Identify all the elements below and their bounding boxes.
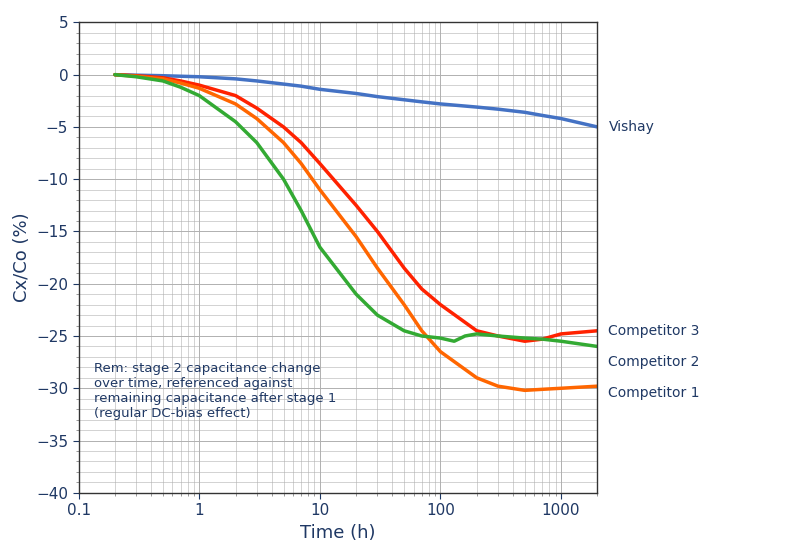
Text: Competitor 2: Competitor 2 bbox=[608, 355, 700, 369]
Y-axis label: Cx/Co (%): Cx/Co (%) bbox=[13, 213, 31, 302]
Text: Competitor 3: Competitor 3 bbox=[608, 324, 700, 338]
X-axis label: Time (h): Time (h) bbox=[300, 524, 376, 542]
Text: Competitor 1: Competitor 1 bbox=[608, 386, 700, 400]
Text: Rem: stage 2 capacitance change
over time, referenced against
remaining capacita: Rem: stage 2 capacitance change over tim… bbox=[94, 362, 336, 420]
Text: Vishay: Vishay bbox=[608, 120, 655, 134]
